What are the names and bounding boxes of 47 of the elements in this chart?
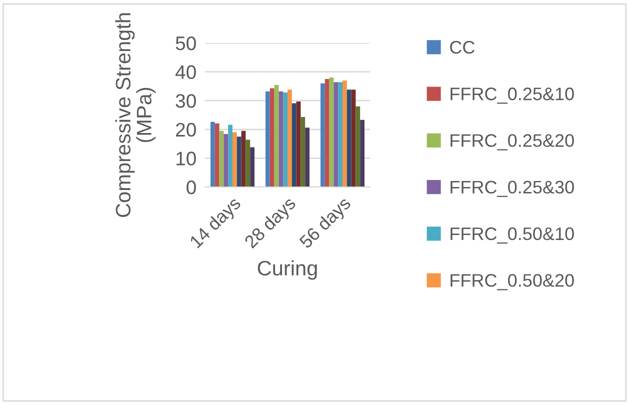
bar <box>346 90 352 187</box>
legend-label: FFRC_0.25&20 <box>450 134 574 150</box>
y-tick-label: 20 <box>176 122 196 137</box>
x-tick-label: 56 days <box>298 196 354 252</box>
y-tick-label: 10 <box>176 152 196 166</box>
bar <box>305 128 310 187</box>
legend-label: FFRC_0.25&10 <box>450 88 574 104</box>
y-tick-label: 30 <box>176 94 196 108</box>
y-axis-title: Compressive Strength (MPa) <box>115 13 156 217</box>
bar <box>356 106 360 187</box>
y-tick-label: 50 <box>176 36 196 50</box>
bar <box>274 85 279 187</box>
bar <box>278 91 284 187</box>
bar <box>224 134 228 187</box>
bar <box>342 80 347 187</box>
bar <box>283 92 288 187</box>
bar <box>288 90 292 187</box>
bar <box>219 130 224 187</box>
bar <box>334 82 338 187</box>
bar <box>210 122 215 187</box>
bar <box>351 90 356 187</box>
legend-label: FFRC_0.25&30 <box>450 180 574 197</box>
bar <box>360 120 364 187</box>
bar <box>320 83 325 187</box>
bar <box>338 82 342 187</box>
bar <box>300 117 306 187</box>
y-tick-label: 0 <box>186 180 196 194</box>
legend-label: CC <box>450 40 475 54</box>
bar <box>329 78 334 187</box>
bar <box>324 79 330 187</box>
bar <box>228 124 232 187</box>
bar <box>241 130 246 187</box>
x-tick-label: 14 days <box>188 196 244 251</box>
bar <box>292 103 296 187</box>
bar <box>236 136 242 187</box>
legend-label: FFRC_0.50&10 <box>450 227 574 244</box>
x-tick-label: 28 days <box>243 196 299 252</box>
bar <box>214 123 220 187</box>
bar <box>250 147 254 187</box>
bar <box>270 88 274 187</box>
y-tick-label: 40 <box>175 65 196 80</box>
x-axis-title: Curing <box>258 260 317 280</box>
bar <box>266 91 270 187</box>
bar <box>296 101 301 187</box>
bar <box>246 140 250 187</box>
legend-label: FFRC_0.50&20 <box>450 274 574 290</box>
bar <box>232 132 237 187</box>
